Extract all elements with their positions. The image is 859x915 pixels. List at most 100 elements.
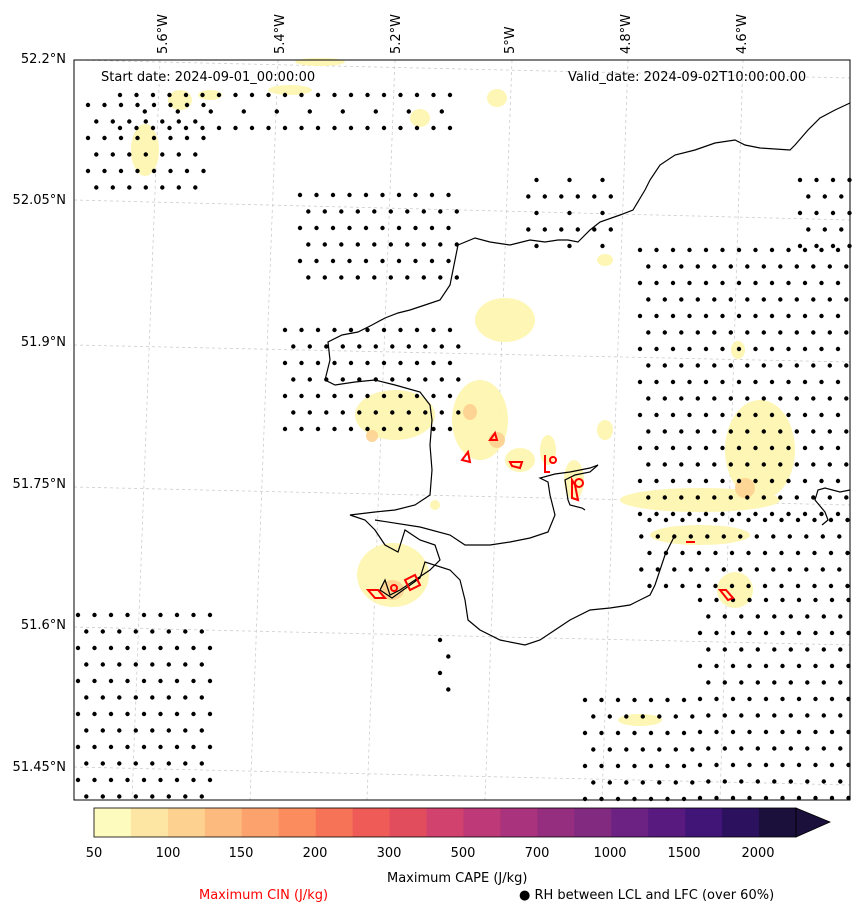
rh-dot (134, 92, 139, 98)
rh-dot (703, 412, 709, 418)
rh-dot (654, 280, 659, 286)
rh-dot (829, 795, 835, 801)
rh-dot (665, 730, 670, 736)
rh-dot (357, 344, 362, 349)
rh-dot (637, 412, 643, 418)
rh-dot (357, 377, 362, 382)
rh-dot (769, 445, 775, 451)
colorbar-tick: 700 (524, 846, 550, 861)
rh-dot (414, 426, 420, 432)
rh-dot (763, 762, 769, 768)
rh-dot (662, 396, 667, 401)
rh-dot (201, 168, 206, 174)
rh-dot (695, 264, 700, 269)
rh-dot (92, 612, 97, 618)
rh-dot (632, 796, 637, 802)
rh-dot (332, 393, 337, 399)
colorbar-tick: 500 (450, 846, 476, 861)
rh-dot (796, 795, 802, 801)
rh-dot (687, 412, 692, 418)
rh-dot (438, 275, 443, 280)
rh-dot (117, 629, 122, 634)
rh-dot (233, 92, 238, 98)
rh-dot (755, 680, 760, 685)
rh-dot (193, 119, 198, 124)
rh-dot (599, 730, 604, 736)
colorbar-swatch (537, 808, 575, 837)
rh-dot (802, 511, 808, 517)
rh-dot (108, 777, 114, 783)
rh-dot (355, 242, 360, 247)
valid-date: Valid_date: 2024-09-02T10:00:00.00 (568, 70, 807, 85)
rh-dot (363, 225, 369, 231)
rh-dot (786, 280, 791, 286)
rh-dot (647, 550, 652, 556)
colorbar-extend-arrow (795, 807, 832, 838)
rh-dot (166, 662, 171, 667)
rh-dot (381, 327, 387, 333)
rh-dot (332, 426, 337, 432)
rh-dot (639, 567, 644, 572)
rh-dot (446, 192, 451, 198)
rh-dot (654, 379, 659, 385)
rh-dot (322, 242, 327, 247)
rh-dot (695, 330, 700, 335)
rh-dot (679, 330, 684, 335)
rh-dot (679, 429, 684, 434)
rh-dot (695, 363, 700, 368)
rh-dot (151, 168, 157, 174)
rh-dot (100, 728, 106, 733)
rh-dot (575, 227, 580, 232)
rh-dot (133, 662, 138, 667)
rh-dot (657, 780, 662, 785)
rh-dot (414, 92, 420, 98)
lat-label: 52.05°N (12, 193, 66, 208)
rh-dot (150, 794, 155, 799)
rh-dot (837, 567, 842, 572)
rh-dot (600, 210, 605, 216)
rh-dot (266, 92, 271, 98)
rh-dot (805, 614, 810, 619)
rh-dot (697, 795, 703, 801)
rh-dot (439, 344, 444, 349)
rh-dot (778, 264, 783, 269)
rh-dot (355, 275, 360, 280)
rh-dot (315, 393, 321, 399)
rh-dot (821, 746, 826, 751)
rh-dot (398, 426, 403, 432)
rh-dot (591, 747, 596, 752)
rh-dot (567, 243, 572, 249)
rh-dot (753, 313, 758, 319)
rh-dot (762, 517, 768, 523)
rh-dot (92, 645, 97, 651)
rh-dot (778, 363, 783, 368)
rh-dot (381, 92, 387, 98)
rh-dot (102, 168, 107, 174)
rh-dot (380, 192, 385, 198)
rh-dot (706, 713, 711, 718)
rh-dot (745, 264, 750, 269)
rh-dot (183, 695, 188, 700)
rh-dot (330, 258, 336, 264)
rh-dot (199, 761, 204, 766)
rh-dot (814, 177, 819, 183)
rh-dot (640, 747, 645, 752)
rh-dot (722, 713, 727, 718)
rh-dot (306, 242, 311, 247)
rh-dot (728, 297, 733, 302)
rh-dot (600, 243, 605, 249)
rh-dot (615, 763, 621, 769)
rh-dot (805, 779, 810, 784)
rh-dot (648, 697, 654, 703)
rh-dot (75, 744, 81, 750)
rh-dot (208, 109, 213, 114)
rh-dot (681, 730, 687, 736)
rh-dot (714, 630, 719, 636)
rh-dot (340, 377, 345, 382)
colorbar-swatch (685, 808, 723, 837)
rh-dot (827, 330, 832, 335)
rh-dot (703, 313, 709, 319)
rh-dot (763, 696, 769, 702)
rh-dot (769, 511, 775, 517)
rh-dot (390, 410, 395, 415)
